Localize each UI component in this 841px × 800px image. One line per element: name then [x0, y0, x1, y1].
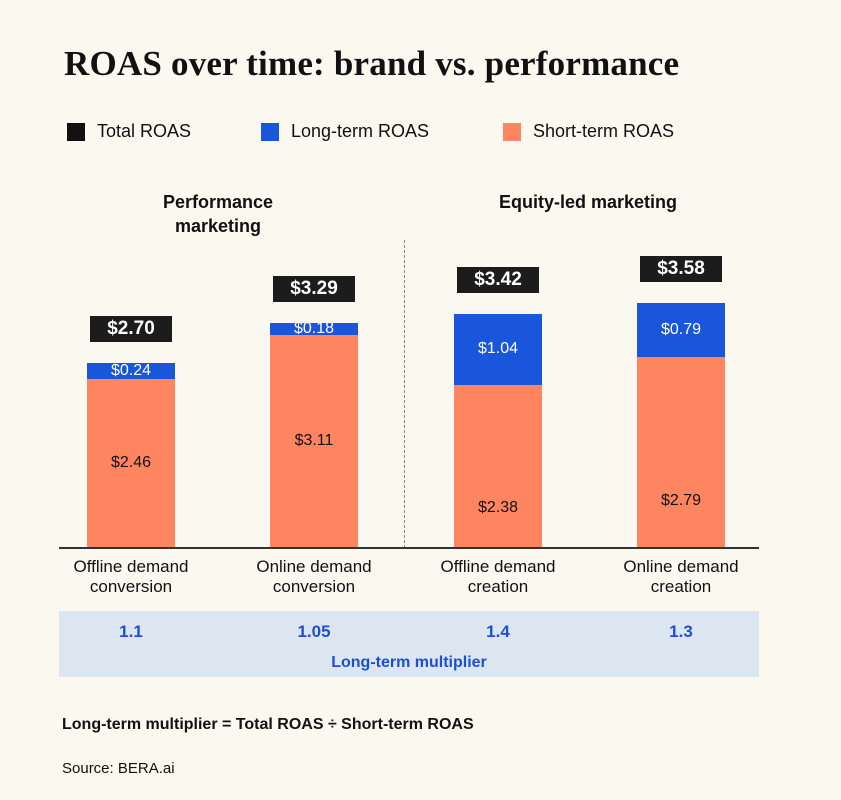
total-roas-label: $3.42	[457, 266, 539, 293]
short-term-value-label: $3.11	[294, 431, 334, 449]
total-roas-label: $3.29	[273, 275, 355, 302]
category-label: Online demand creation	[623, 557, 739, 596]
short-term-segment: $2.79	[637, 356, 725, 547]
long-term-value-label: $1.04	[477, 340, 519, 358]
long-term-segment: $1.04	[454, 313, 542, 385]
short-term-segment: $3.11	[270, 334, 358, 547]
long-term-segment: $0.79	[637, 302, 725, 357]
legend-item-long-term: Long-term ROAS	[261, 121, 429, 142]
group-heading-equity: Equity-led marketing	[498, 192, 678, 212]
total-roas-label: $3.58	[640, 255, 722, 282]
bar-online-demand-creation: $0.79 $2.79	[637, 302, 725, 547]
category-label: Offline demand creation	[440, 557, 556, 596]
group-heading-performance: Performance marketing	[162, 192, 274, 236]
short-term-segment: $2.38	[454, 384, 542, 547]
multiplier-band	[59, 611, 759, 677]
legend-item-total: Total ROAS	[67, 121, 191, 142]
short-term-segment: $2.46	[87, 379, 175, 547]
bar-offline-demand-conversion: $0.24 $2.46	[87, 362, 175, 547]
long-term-value-label: $0.24	[110, 362, 152, 380]
x-axis-baseline	[59, 547, 759, 549]
long-term-segment: $0.18	[270, 319, 358, 337]
multiplier-value: 1.1	[119, 622, 143, 641]
long-term-swatch	[261, 122, 279, 141]
long-term-value-label: $0.18	[293, 319, 335, 337]
long-term-value-label: $0.79	[660, 320, 702, 338]
multiplier-value: 1.05	[297, 622, 331, 641]
multiplier-label: Long-term multiplier	[331, 654, 487, 671]
legend-label-long-term: Long-term ROAS	[291, 121, 430, 141]
short-term-value-label: $2.79	[660, 492, 702, 510]
chart-title: ROAS over time: brand vs. performance	[64, 44, 680, 83]
total-swatch	[67, 122, 85, 141]
multiplier-value: 1.3	[669, 622, 693, 641]
short-term-value-label: $2.46	[110, 454, 152, 472]
total-roas-label: $2.70	[90, 315, 172, 342]
legend-label-short-term: Short-term ROAS	[533, 121, 675, 141]
bar-offline-demand-creation: $1.04 $2.38	[454, 313, 542, 547]
category-label: Online demand conversion	[256, 557, 372, 596]
short-term-swatch	[503, 122, 521, 141]
multiplier-value: 1.4	[486, 622, 510, 641]
group-divider	[404, 240, 405, 548]
source-note: Source: BERA.ai	[62, 760, 175, 777]
footnote-formula: Long-term multiplier = Total ROAS ÷ Shor…	[62, 716, 474, 733]
legend-item-short-term: Short-term ROAS	[503, 121, 674, 142]
bar-online-demand-conversion: $0.18 $3.11	[270, 319, 358, 547]
long-term-segment: $0.24	[87, 362, 175, 380]
category-label: Offline demand conversion	[73, 557, 189, 596]
legend-label-total: Total ROAS	[97, 121, 192, 141]
short-term-value-label: $2.38	[477, 499, 519, 517]
